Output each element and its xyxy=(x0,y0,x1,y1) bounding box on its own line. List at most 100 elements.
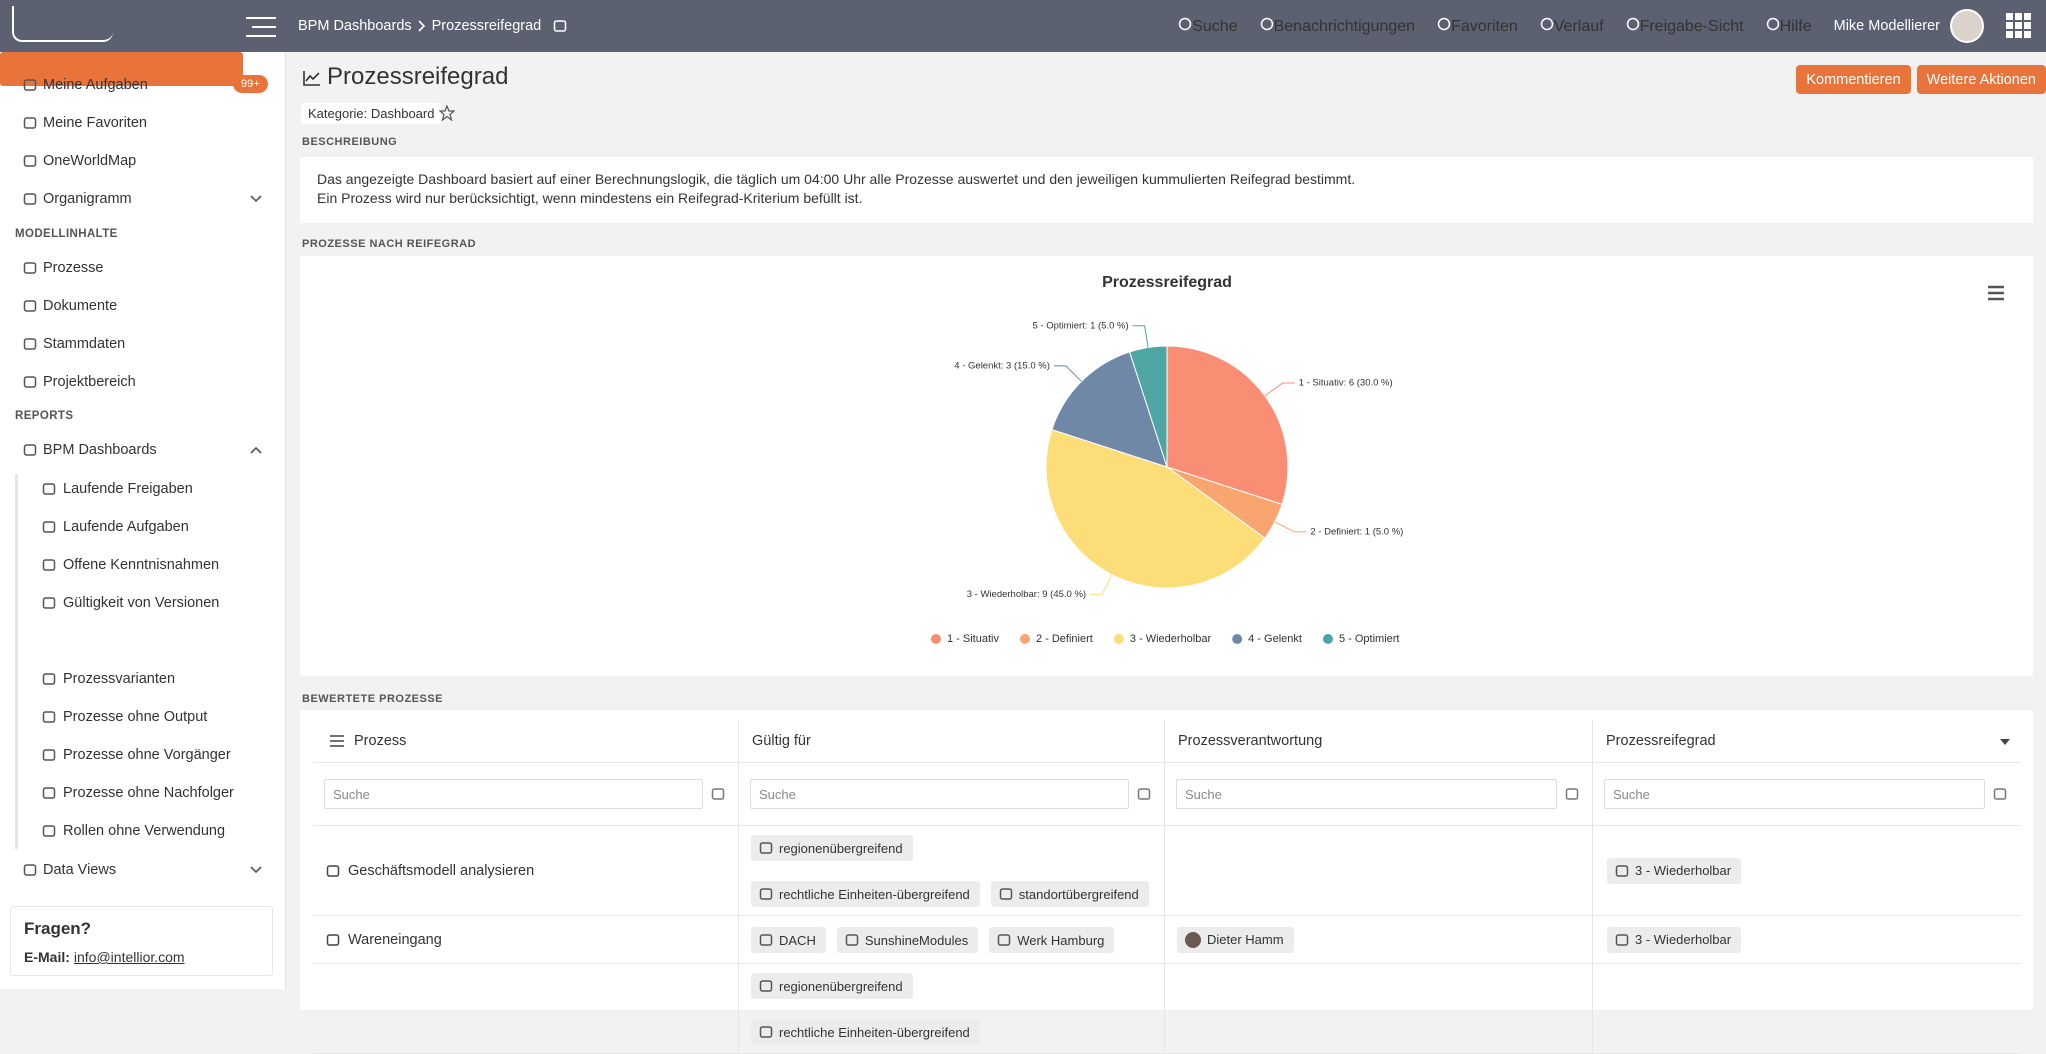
tag-label: regionenübergreifend xyxy=(779,978,903,994)
breadcrumb-item[interactable]: BPM Dashboards xyxy=(298,18,412,34)
nav-label[interactable]: Favoriten xyxy=(1451,17,1518,35)
icon-shape xyxy=(997,934,1011,946)
nav-link[interactable]: Prozessvarianten xyxy=(63,671,176,687)
legend-label: 4 - Gelenkt xyxy=(1248,633,1302,645)
nav-item[interactable]: Suche xyxy=(1178,17,1238,36)
chevron[interactable] xyxy=(250,866,262,874)
column-header[interactable]: Prozess xyxy=(313,720,739,763)
column-title[interactable]: Prozessreifegrad xyxy=(1606,733,1716,749)
action-button[interactable]: Weitere Aktionen xyxy=(1916,65,2046,94)
column-title[interactable]: Prozess xyxy=(354,733,407,749)
nav-label[interactable]: Verlauf xyxy=(1553,17,1604,35)
nav-item[interactable]: Favoriten xyxy=(1437,17,1518,36)
icon-shape xyxy=(999,888,1013,900)
nav-label[interactable]: Freigabe-Sicht xyxy=(1639,17,1744,35)
description-line: Das angezeigte Dashboard basiert auf ein… xyxy=(317,171,1356,187)
process-name[interactable]: Wareneingang xyxy=(348,932,442,948)
menu-toggle[interactable] xyxy=(246,16,276,38)
icon xyxy=(1993,788,2007,800)
chevron-line xyxy=(250,446,262,454)
chart-title: Prozessreifegrad xyxy=(1102,274,1232,291)
icon-shape xyxy=(42,825,56,837)
button-label[interactable]: Weitere Aktionen xyxy=(1926,71,2036,88)
user-menu[interactable]: Mike Modellierer xyxy=(1834,9,1984,43)
favorite-star[interactable] xyxy=(439,105,455,121)
nav-label[interactable]: Hilfe xyxy=(1779,17,1812,35)
nav-item[interactable]: Hilfe xyxy=(1766,17,1812,36)
chevron[interactable] xyxy=(250,446,262,454)
nav-link[interactable]: Prozesse ohne Output xyxy=(63,709,208,725)
nav-link[interactable]: Offene Kenntnisnahmen xyxy=(63,557,220,573)
table-cell: DACH SunshineModules Werk Hamburg xyxy=(739,916,1165,964)
user-name[interactable]: Mike Modellierer xyxy=(1833,18,1940,34)
column-header[interactable]: Prozessreifegrad xyxy=(1593,720,2020,763)
nav-link[interactable]: Prozesse ohne Vorgänger xyxy=(63,747,231,763)
process-name[interactable]: Geschäftsmodell analysieren xyxy=(348,863,535,879)
icon-shape xyxy=(42,673,56,685)
chevron[interactable] xyxy=(418,20,426,32)
nav-link[interactable]: Projektbereich xyxy=(43,374,136,390)
nav-item[interactable]: Freigabe-Sicht xyxy=(1626,17,1744,36)
legend-symbol xyxy=(1322,634,1333,644)
icon xyxy=(23,262,37,274)
nav-link[interactable]: Prozessreifegrad xyxy=(63,633,173,649)
icon xyxy=(42,483,56,495)
legend-symbol xyxy=(1113,634,1124,644)
icon xyxy=(23,193,37,205)
icon xyxy=(23,155,37,167)
icon xyxy=(23,79,37,91)
icon-shape xyxy=(759,980,773,992)
icon xyxy=(42,635,56,647)
filter-input[interactable]: Suche xyxy=(324,779,703,809)
column-title[interactable]: Gültig für xyxy=(752,733,811,749)
nav-link[interactable]: Dokumente xyxy=(43,298,118,314)
nav-label[interactable]: Suche xyxy=(1192,17,1238,35)
nav-item[interactable]: Verlauf xyxy=(1540,17,1604,36)
active-item-bg xyxy=(0,52,243,86)
app-grid-cell xyxy=(2024,22,2031,29)
nav-link[interactable]: BPM Dashboards xyxy=(43,442,157,458)
app-grid-cell xyxy=(2006,31,2013,38)
nav-item[interactable]: Benachrichtigungen24 xyxy=(1260,17,1415,36)
tag-label: rechtliche Einheiten-übergreifend xyxy=(779,886,970,902)
filter-input[interactable]: Suche xyxy=(750,779,1129,809)
breadcrumb-item[interactable]: Prozessreifegrad xyxy=(431,18,542,34)
nav-link[interactable]: Laufende Freigaben xyxy=(63,481,193,497)
sidebar: Meine Aufgaben 99+ Meine Favoriten OneWorld… xyxy=(0,52,286,989)
nav-link[interactable]: Stammdaten xyxy=(43,336,126,352)
action-button[interactable]: Kommentieren xyxy=(1796,65,1911,94)
maturity-tag: 3 - Wiederholbar xyxy=(1607,857,1742,884)
nav-label[interactable]: Benachrichtigungen xyxy=(1273,17,1416,35)
nav-link[interactable]: Meine Favoriten xyxy=(43,115,147,131)
tag-label: standortübergreifend xyxy=(1018,886,1139,902)
icon-shape xyxy=(305,72,320,82)
nav-link[interactable]: Meine Aufgaben xyxy=(43,77,148,93)
column-menu[interactable] xyxy=(330,735,344,747)
nav-link[interactable]: Prozesse xyxy=(43,260,104,276)
nav-link[interactable]: Data Views xyxy=(43,862,117,878)
button-label[interactable]: Kommentieren xyxy=(1806,71,1901,88)
column-title[interactable]: Prozessverantwortung xyxy=(1178,733,1323,749)
nav-link[interactable]: Prozesse ohne Nachfolger xyxy=(63,785,234,801)
nav-link[interactable]: Rollen ohne Verwendung xyxy=(63,823,226,839)
icon-shape xyxy=(23,338,37,350)
data-label: 4 - Gelenkt: 3 (15.0 %) xyxy=(954,360,1050,371)
filter-input[interactable]: Suche xyxy=(1176,779,1557,809)
chevron[interactable] xyxy=(250,195,262,203)
scope-tag: regionenübergreifend xyxy=(751,835,913,861)
nav-link[interactable]: OneWorldMap xyxy=(43,153,137,169)
nav-link[interactable]: Laufende Aufgaben xyxy=(63,519,189,535)
column-header[interactable]: Prozessverantwortung xyxy=(1165,720,1593,763)
column-dropdown[interactable] xyxy=(2000,739,2010,745)
icon xyxy=(42,597,56,609)
nav-link[interactable]: Organigramm xyxy=(43,191,132,207)
filter-input[interactable]: Suche xyxy=(1604,779,1985,809)
table-cell: 3 - Wiederholbar xyxy=(1593,826,2020,916)
pie-slice xyxy=(1128,345,1168,468)
table-card: Prozess Gültig für Prozessverantwortung Pro… xyxy=(300,710,2033,1054)
column-header[interactable]: Gültig für xyxy=(739,720,1165,763)
email-link[interactable]: info@intellior.com xyxy=(73,949,185,965)
app-grid[interactable] xyxy=(2006,13,2032,39)
scope-tag: rechtliche Einheiten-übergreifend xyxy=(751,881,980,907)
nav-link[interactable]: Gültigkeit von Versionen xyxy=(63,595,220,611)
